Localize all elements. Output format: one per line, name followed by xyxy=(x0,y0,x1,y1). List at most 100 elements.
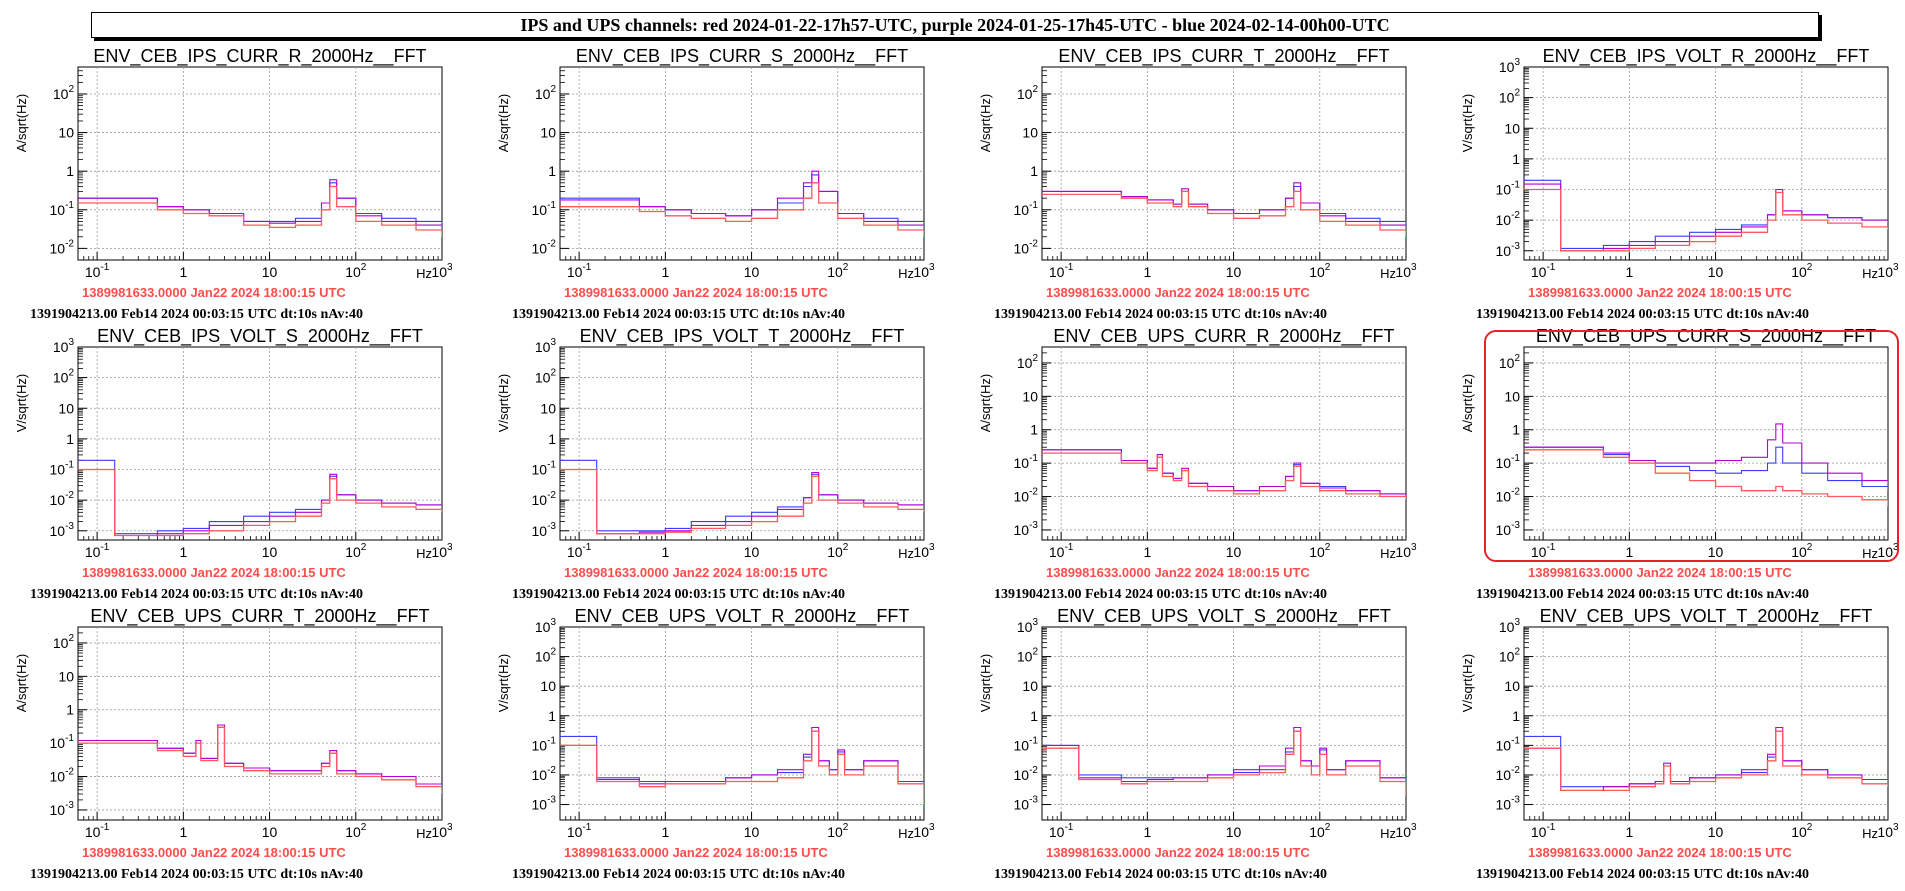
y-tick-label: 102 xyxy=(535,368,557,386)
y-tick-label: 1 xyxy=(548,708,556,724)
x-tick-label: 102 xyxy=(1309,262,1331,280)
footer-black-timestamp: 1391904213.00 Feb14 2024 00:03:15 UTC dt… xyxy=(30,307,363,322)
plot-frame xyxy=(1523,66,1889,261)
chart-panel: ENV_CEB_IPS_CURR_S_2000Hz__FFT A/sqrt(Hz)… xyxy=(496,46,935,322)
y-tick-label: 10 xyxy=(58,668,74,684)
chart-title: ENV_CEB_UPS_VOLT_S_2000Hz__FFT xyxy=(1057,606,1391,627)
x-tick-label: 102 xyxy=(1309,542,1331,560)
series-line-red xyxy=(1524,449,1888,507)
x-tick-label: 10-1 xyxy=(567,542,592,560)
y-tick-label: 102 xyxy=(1499,88,1521,106)
x-tick-label: 102 xyxy=(345,542,367,560)
footer-black-timestamp: 1391904213.00 Feb14 2024 00:03:15 UTC dt… xyxy=(512,307,845,322)
plot-frame xyxy=(559,626,925,821)
y-tick-label: 1 xyxy=(1512,151,1520,167)
plot-frame xyxy=(77,626,443,821)
chart-panel: ENV_CEB_UPS_VOLT_R_2000Hz__FFT V/sqrt(Hz)… xyxy=(496,606,935,882)
x-tick-label: 10-1 xyxy=(85,542,110,560)
x-axis-unit: Hz xyxy=(416,546,432,561)
x-tick-label: 10 xyxy=(1226,544,1242,560)
y-tick-label: 1 xyxy=(66,702,74,718)
y-tick-label: 10-2 xyxy=(532,490,557,508)
y-tick-label: 102 xyxy=(535,647,557,665)
y-tick-label: 10-1 xyxy=(1496,735,1521,753)
series-line-purple xyxy=(560,468,924,535)
y-tick-label: 10 xyxy=(1504,120,1520,136)
chart-title: ENV_CEB_UPS_CURR_T_2000Hz__FFT xyxy=(90,606,429,627)
x-tick-label: 10 xyxy=(1708,544,1724,560)
y-axis-label: A/sqrt(Hz) xyxy=(978,94,993,153)
series-line-red xyxy=(78,468,442,537)
x-tick-label: 10-1 xyxy=(567,822,592,840)
series-line-red xyxy=(1042,730,1406,796)
y-tick-label: 10-1 xyxy=(1014,200,1039,218)
y-tick-label: 102 xyxy=(53,84,75,102)
y-tick-label: 10-3 xyxy=(532,795,557,813)
y-tick-label: 10 xyxy=(1022,125,1038,141)
x-tick-label: 10 xyxy=(1226,264,1242,280)
chart-title: ENV_CEB_UPS_VOLT_T_2000Hz__FFT xyxy=(1540,606,1873,627)
x-tick-label: 102 xyxy=(1791,262,1813,280)
x-tick-label: 102 xyxy=(1791,542,1813,560)
x-tick-label: 10 xyxy=(262,544,278,560)
x-tick-label: 103 xyxy=(431,262,453,280)
x-tick-label: 1 xyxy=(1625,264,1633,280)
y-axis-label: A/sqrt(Hz) xyxy=(14,654,29,713)
y-axis-label: A/sqrt(Hz) xyxy=(496,94,511,153)
x-axis-unit: Hz xyxy=(898,546,914,561)
x-tick-label: 1 xyxy=(1625,824,1633,840)
y-axis-label: V/sqrt(Hz) xyxy=(496,654,511,713)
x-tick-label: 103 xyxy=(1877,542,1899,560)
y-tick-label: 10-2 xyxy=(1496,210,1521,228)
y-tick-label: 10-3 xyxy=(1014,520,1039,538)
x-tick-label: 1 xyxy=(661,264,669,280)
footer-black-timestamp: 1391904213.00 Feb14 2024 00:03:15 UTC dt… xyxy=(30,867,363,882)
y-tick-label: 10-2 xyxy=(50,238,75,256)
x-tick-label: 1 xyxy=(661,544,669,560)
x-axis-unit: Hz xyxy=(1862,546,1878,561)
series-line-purple xyxy=(78,468,442,537)
x-tick-label: 1 xyxy=(661,824,669,840)
plot-frame xyxy=(1523,346,1889,541)
y-tick-label: 10-1 xyxy=(50,733,75,751)
y-tick-label: 103 xyxy=(535,337,557,355)
x-tick-label: 103 xyxy=(1395,262,1417,280)
y-tick-label: 10 xyxy=(540,125,556,141)
y-tick-label: 102 xyxy=(1499,647,1521,665)
footer-red-timestamp: 1389981633.0000 Jan22 2024 18:00:15 UTC xyxy=(82,285,346,300)
series-line-purple xyxy=(78,724,442,790)
x-axis-unit: Hz xyxy=(1380,826,1396,841)
chart-panel: ENV_CEB_UPS_CURR_R_2000Hz__FFT A/sqrt(Hz)… xyxy=(978,326,1417,602)
x-axis-unit: Hz xyxy=(416,266,432,281)
series-line-red xyxy=(1042,190,1406,237)
chart-title: ENV_CEB_UPS_CURR_R_2000Hz__FFT xyxy=(1053,326,1394,347)
x-tick-label: 1 xyxy=(179,544,187,560)
x-tick-label: 10 xyxy=(262,264,278,280)
series-line-purple xyxy=(560,170,924,230)
y-tick-label: 10-1 xyxy=(50,200,75,218)
footer-black-timestamp: 1391904213.00 Feb14 2024 00:03:15 UTC dt… xyxy=(994,867,1327,882)
series-line-red xyxy=(560,730,924,805)
y-tick-label: 1 xyxy=(1030,422,1038,438)
y-tick-label: 1 xyxy=(1512,708,1520,724)
y-tick-label: 1 xyxy=(66,431,74,447)
series-line-purple xyxy=(78,179,442,230)
chart-title: ENV_CEB_IPS_CURR_R_2000Hz__FFT xyxy=(93,46,426,67)
y-tick-label: 103 xyxy=(53,337,75,355)
chart-panel: ENV_CEB_UPS_VOLT_S_2000Hz__FFT V/sqrt(Hz)… xyxy=(978,606,1417,882)
y-tick-label: 102 xyxy=(1017,647,1039,665)
y-tick-label: 10-1 xyxy=(1496,180,1521,198)
plot-frame xyxy=(1523,626,1889,821)
x-tick-label: 1 xyxy=(1143,264,1151,280)
x-tick-label: 10 xyxy=(744,264,760,280)
x-tick-label: 10 xyxy=(744,824,760,840)
y-tick-label: 10-2 xyxy=(50,490,75,508)
footer-red-timestamp: 1389981633.0000 Jan22 2024 18:00:15 UTC xyxy=(1046,845,1310,860)
footer-red-timestamp: 1389981633.0000 Jan22 2024 18:00:15 UTC xyxy=(1528,285,1792,300)
series-line-purple xyxy=(1524,183,1888,252)
series-line-purple xyxy=(1042,449,1406,497)
x-tick-label: 1 xyxy=(1143,544,1151,560)
footer-red-timestamp: 1389981633.0000 Jan22 2024 18:00:15 UTC xyxy=(1528,845,1792,860)
x-tick-label: 102 xyxy=(827,262,849,280)
